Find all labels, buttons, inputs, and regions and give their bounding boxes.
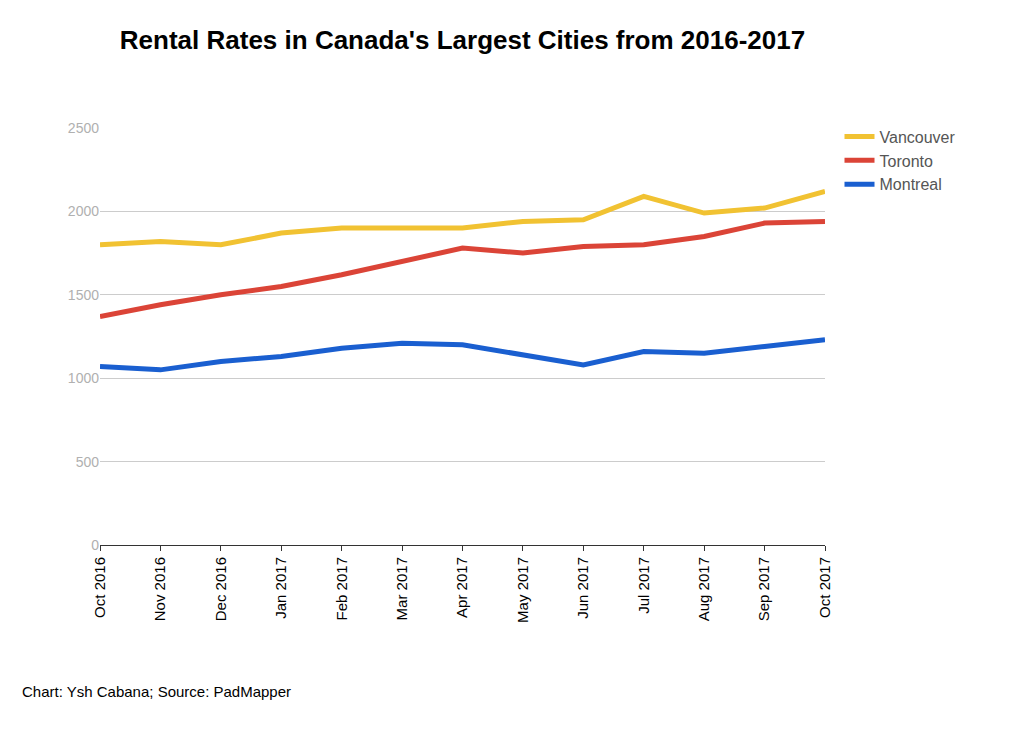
svg-text:Dec 2016: Dec 2016: [212, 557, 229, 621]
svg-text:May 2017: May 2017: [514, 557, 531, 623]
svg-text:Oct 2016: Oct 2016: [91, 557, 108, 618]
svg-text:Montreal: Montreal: [880, 176, 942, 193]
svg-text:1500: 1500: [68, 287, 99, 303]
svg-text:Oct 2017: Oct 2017: [816, 557, 833, 618]
svg-text:Feb 2017: Feb 2017: [333, 557, 350, 620]
svg-text:Apr 2017: Apr 2017: [453, 557, 470, 618]
svg-text:Vancouver: Vancouver: [880, 129, 956, 146]
svg-text:0: 0: [91, 537, 99, 553]
svg-text:500: 500: [76, 454, 100, 470]
svg-text:Mar 2017: Mar 2017: [393, 557, 410, 620]
svg-text:Jul 2017: Jul 2017: [635, 557, 652, 614]
svg-text:Toronto: Toronto: [880, 153, 933, 170]
svg-text:Chart: Ysh Cabana; Source: Pad: Chart: Ysh Cabana; Source: PadMapper: [22, 683, 291, 700]
svg-text:Sep 2017: Sep 2017: [755, 557, 772, 621]
svg-text:Aug 2017: Aug 2017: [695, 557, 712, 621]
svg-text:Rental Rates in Canada's Large: Rental Rates in Canada's Largest Cities …: [120, 25, 805, 55]
svg-text:Nov 2016: Nov 2016: [151, 557, 168, 621]
svg-text:2000: 2000: [68, 203, 99, 219]
svg-text:1000: 1000: [68, 370, 99, 386]
svg-text:Jun 2017: Jun 2017: [574, 557, 591, 619]
svg-text:Jan 2017: Jan 2017: [272, 557, 289, 619]
svg-text:2500: 2500: [68, 120, 99, 136]
